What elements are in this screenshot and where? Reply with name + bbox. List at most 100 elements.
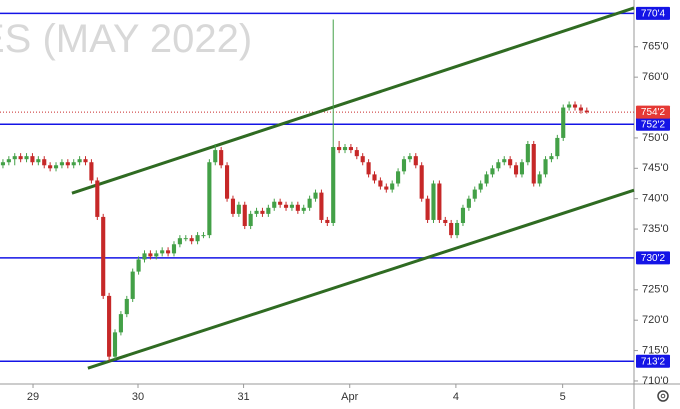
candle-body [207, 162, 212, 236]
x-tick-label: 5 [560, 391, 566, 403]
candle-body [53, 165, 59, 169]
candle-body [407, 156, 412, 160]
candle-body [142, 253, 147, 260]
price-label-box [636, 251, 670, 265]
candle-body [219, 150, 224, 166]
candle-body [543, 159, 548, 175]
price-label: 713'2 [641, 356, 666, 367]
candle-body [36, 159, 41, 163]
y-tick-label: 715'0 [642, 344, 669, 356]
candle-body [537, 174, 542, 184]
candle-body [360, 156, 365, 163]
candle-body [460, 207, 466, 223]
candle-body [354, 150, 359, 157]
candle-body [496, 162, 501, 169]
x-tick-label: 31 [237, 391, 249, 403]
candle-body [443, 219, 448, 223]
candle-body [107, 295, 112, 357]
candle-body [6, 159, 11, 163]
price-label: 752'2 [641, 119, 666, 130]
price-label-box [636, 354, 670, 368]
candle-body [319, 192, 324, 220]
candle-body [337, 147, 342, 151]
candle-body [401, 159, 407, 172]
candle-body [242, 204, 247, 227]
x-tick-label: 29 [27, 391, 39, 403]
candle-body [177, 238, 182, 245]
candle-body [283, 204, 289, 208]
candle-body [384, 186, 389, 190]
candle-body [378, 180, 383, 187]
price-label: 770'4 [641, 9, 666, 20]
x-tick-label: Apr [341, 391, 358, 403]
candle-body [561, 107, 566, 138]
candle-body [578, 107, 583, 111]
candle-body [455, 222, 460, 236]
candle-body [201, 235, 206, 237]
candle-body [18, 156, 23, 160]
price-label-box [636, 117, 670, 131]
price-label: 754'2 [641, 107, 666, 118]
candle-body [236, 204, 241, 214]
candle-body [278, 201, 283, 205]
candle-body [89, 162, 94, 181]
candle-body [490, 168, 495, 175]
candle-body [572, 104, 578, 108]
candle-body [555, 137, 560, 157]
candle-body [437, 183, 442, 220]
candle-body [12, 156, 17, 160]
candle-body [519, 162, 525, 175]
candle-body [166, 250, 171, 254]
y-tick-label: 745'0 [642, 162, 669, 174]
candle-body [65, 162, 70, 166]
candle-body [472, 189, 477, 199]
price-label-box [636, 105, 670, 119]
candle-body [118, 314, 123, 333]
candle-body [502, 159, 507, 163]
candle-body [431, 183, 436, 220]
candle-body [531, 144, 536, 184]
candle-body [0, 162, 6, 166]
candle-body [366, 162, 371, 175]
x-tick-label: 30 [132, 391, 144, 403]
y-tick-label: 765'0 [642, 41, 669, 53]
candle-body [124, 298, 129, 315]
candle-body [136, 259, 141, 272]
candle-body [213, 150, 218, 163]
candle-body [30, 156, 35, 163]
candle-body [425, 198, 430, 220]
candle-body [183, 238, 188, 240]
candle-body [508, 159, 513, 166]
x-tick-label: 4 [453, 391, 459, 403]
candle-body [342, 147, 348, 151]
candle-body [449, 222, 454, 236]
candle-body [396, 171, 401, 184]
candle-body [42, 159, 47, 166]
candle-body [307, 198, 312, 208]
y-tick-label: 740'0 [642, 193, 669, 205]
candle-body [348, 147, 353, 151]
y-tick-label: 735'0 [642, 223, 669, 235]
watermark: ES (MAY 2022) [0, 17, 252, 61]
candle-body [325, 219, 330, 223]
candle-body [390, 183, 395, 190]
candle-body [260, 210, 265, 214]
price-label: 730'2 [641, 253, 666, 264]
candle-body [154, 253, 159, 257]
candle-body [313, 192, 318, 199]
candle-body [513, 165, 519, 175]
trend-line [71, 6, 635, 195]
candle-body [478, 183, 483, 190]
candle-body [466, 198, 471, 208]
settings-icon[interactable] [657, 390, 669, 402]
candle-body [584, 110, 589, 113]
candle-body [24, 156, 29, 160]
y-tick-label: 710'0 [642, 375, 669, 387]
candle-body [48, 165, 53, 169]
candle-body [59, 162, 64, 166]
candle-body [266, 207, 271, 214]
candle-body [171, 244, 177, 254]
candle-body [77, 159, 82, 163]
